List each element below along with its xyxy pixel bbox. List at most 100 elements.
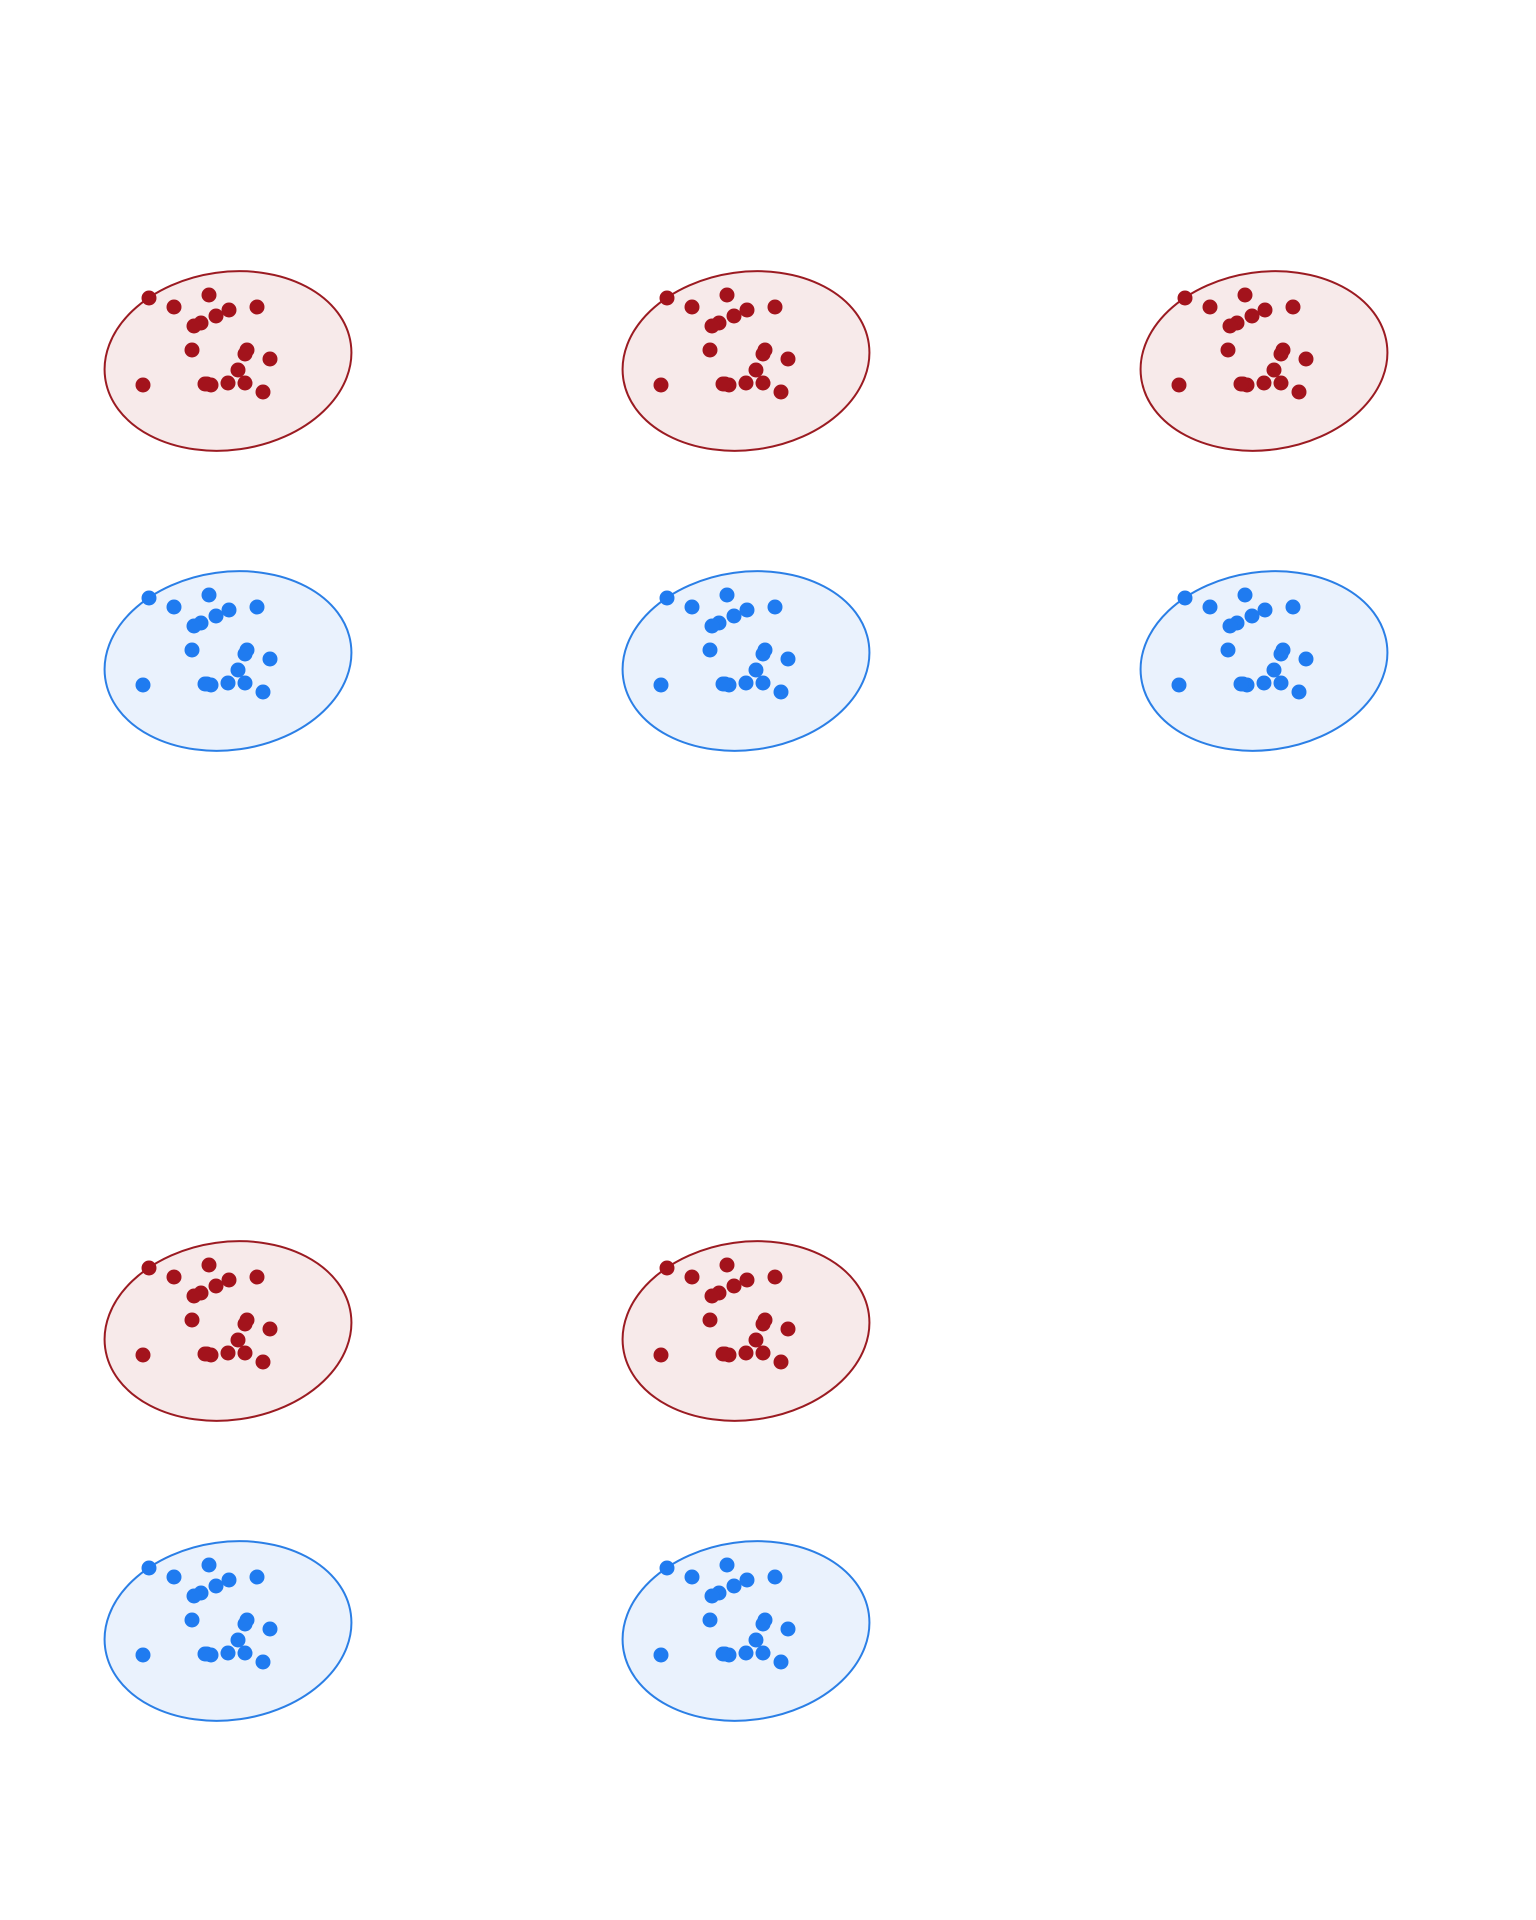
blue-set-point xyxy=(166,599,182,615)
red-set-point xyxy=(255,384,271,400)
blue-set-point xyxy=(1202,599,1218,615)
red-set-point xyxy=(704,318,720,334)
blue-set-point xyxy=(767,599,783,615)
blue-set-point xyxy=(1220,642,1236,658)
red-set-point xyxy=(738,1345,754,1361)
blue-set-point xyxy=(237,675,253,691)
red-set-point xyxy=(230,1332,246,1348)
red-set-point xyxy=(186,1288,202,1304)
blue-set-point xyxy=(135,1647,151,1663)
red-set-point xyxy=(166,1269,182,1285)
red-set-point xyxy=(201,1257,217,1273)
blue-set-point xyxy=(1177,590,1193,606)
blue-set-point xyxy=(715,1646,731,1662)
blue-set-point xyxy=(249,1569,265,1585)
red-set-point xyxy=(1237,287,1253,303)
red-set-point xyxy=(186,318,202,334)
red-set-point xyxy=(135,1347,151,1363)
blue-set-point xyxy=(755,646,771,662)
red-set-point xyxy=(1233,376,1249,392)
red-set-point xyxy=(780,351,796,367)
blue-set-point xyxy=(704,1588,720,1604)
red-set-point xyxy=(237,1345,253,1361)
red-set-point xyxy=(767,1269,783,1285)
red-set-ellipse xyxy=(621,1240,871,1422)
red-set-point xyxy=(141,1260,157,1276)
blue-set-point xyxy=(726,1578,742,1594)
blue-set-point xyxy=(221,1572,237,1588)
blue-set-point xyxy=(1171,677,1187,693)
red-set xyxy=(1139,270,1389,452)
blue-set-point xyxy=(186,618,202,634)
red-set-point xyxy=(684,299,700,315)
red-set-point xyxy=(767,299,783,315)
blue-set-point xyxy=(197,676,213,692)
blue-set-ellipse xyxy=(103,570,353,752)
red-set-point xyxy=(726,308,742,324)
red-set-point xyxy=(221,302,237,318)
red-set-ellipse xyxy=(103,1240,353,1422)
red-set-point xyxy=(1273,375,1289,391)
blue-set-ellipse xyxy=(621,570,871,752)
blue-set-point xyxy=(184,1612,200,1628)
blue-set-ellipse xyxy=(1139,570,1389,752)
blue-set-point xyxy=(1237,587,1253,603)
blue-set-point xyxy=(186,1588,202,1604)
blue-set-point xyxy=(220,675,236,691)
red-set-point xyxy=(255,1354,271,1370)
blue-set-point xyxy=(748,1632,764,1648)
blue-set-point xyxy=(684,599,700,615)
red-set-point xyxy=(773,384,789,400)
red-set-point xyxy=(220,375,236,391)
blue-set-point xyxy=(220,1645,236,1661)
blue-set-point xyxy=(767,1569,783,1585)
blue-set-ellipse xyxy=(103,1540,353,1722)
red-set-point xyxy=(715,376,731,392)
blue-set-point xyxy=(702,1612,718,1628)
red-set-point xyxy=(702,342,718,358)
blue-set-point xyxy=(221,602,237,618)
blue-set-point xyxy=(773,1654,789,1670)
red-set-point xyxy=(221,1272,237,1288)
blue-set-point xyxy=(197,1646,213,1662)
blue-set-point xyxy=(1266,662,1282,678)
blue-set-point xyxy=(719,587,735,603)
blue-set-point xyxy=(262,651,278,667)
blue-set-point xyxy=(780,651,796,667)
red-set-point xyxy=(237,346,253,362)
red-set-point xyxy=(739,1272,755,1288)
red-set-ellipse xyxy=(1139,270,1389,452)
red-set xyxy=(103,1240,353,1422)
blue-set-point xyxy=(1285,599,1301,615)
red-set-ellipse xyxy=(103,270,353,452)
blue-set-point xyxy=(1298,651,1314,667)
blue-set-point xyxy=(1256,675,1272,691)
blue-set xyxy=(103,1540,353,1722)
red-set-point xyxy=(1222,318,1238,334)
blue-set-point xyxy=(262,1621,278,1637)
red-set-point xyxy=(1257,302,1273,318)
red-set-point xyxy=(237,1316,253,1332)
blue-set-point xyxy=(1273,675,1289,691)
red-set-point xyxy=(220,1345,236,1361)
red-set-point xyxy=(141,290,157,306)
blue-set-point xyxy=(1291,684,1307,700)
red-set xyxy=(103,270,353,452)
red-set-point xyxy=(208,308,224,324)
red-set-point xyxy=(1220,342,1236,358)
red-set-point xyxy=(1244,308,1260,324)
red-set-point xyxy=(249,1269,265,1285)
blue-set-point xyxy=(659,590,675,606)
blue-set-point xyxy=(166,1569,182,1585)
blue-set-point xyxy=(715,676,731,692)
red-set-point xyxy=(1291,384,1307,400)
blue-set-point xyxy=(208,608,224,624)
blue-set-point xyxy=(739,1572,755,1588)
red-set-point xyxy=(201,287,217,303)
blue-set-point xyxy=(237,1616,253,1632)
red-set-point xyxy=(719,287,735,303)
red-set-point xyxy=(184,1312,200,1328)
red-set-point xyxy=(755,346,771,362)
red-set-point xyxy=(653,377,669,393)
